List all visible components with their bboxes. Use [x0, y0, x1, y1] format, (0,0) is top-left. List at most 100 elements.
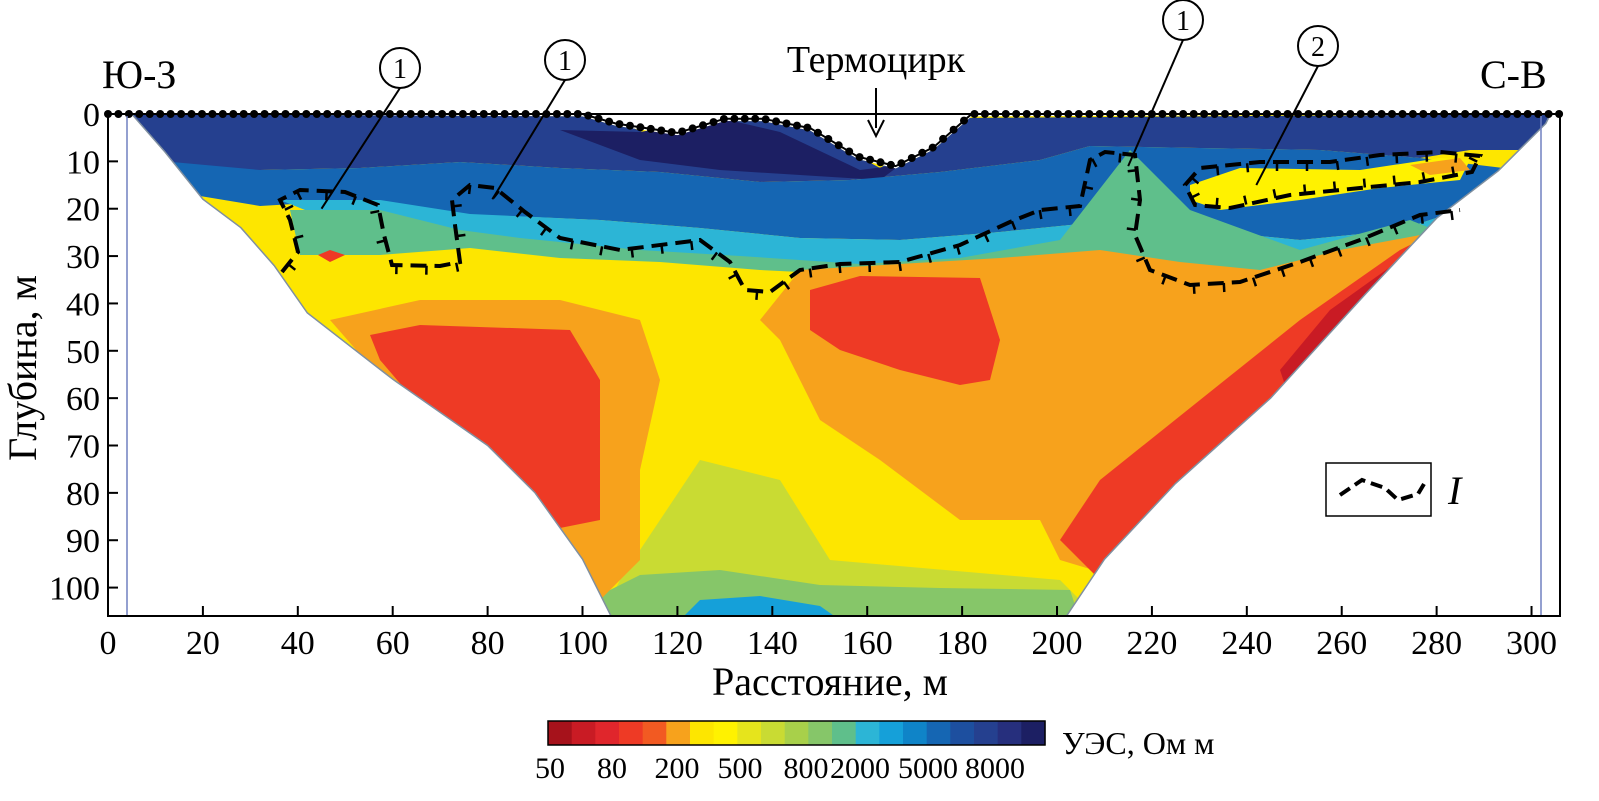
zone-red-center [810, 276, 1000, 385]
boundary-tick [1245, 163, 1250, 173]
boundary-tick [782, 281, 791, 290]
electrode-marker [761, 115, 770, 124]
boundary-tick [1365, 156, 1370, 166]
boundary-tick [1420, 214, 1424, 224]
boundary-tick [1280, 267, 1286, 278]
zone-red-spot [318, 250, 345, 262]
colorbar-frame [547, 720, 1046, 746]
colorbar-tick-label: 8000 [965, 752, 1025, 785]
electrode-marker [646, 124, 655, 133]
boundary-tick [599, 246, 604, 256]
boundary-tick [1272, 189, 1277, 199]
electrode-marker [688, 124, 697, 133]
x-tick-label: 100 [557, 625, 608, 662]
y-tick-label: 20 [66, 192, 100, 229]
x-tick-label: 120 [652, 625, 703, 662]
colorbar-swatch [855, 721, 880, 745]
electrode-marker [886, 160, 895, 169]
y-tick-label: 100 [49, 571, 100, 608]
boundary-tick [1454, 153, 1458, 163]
x-tick-label: 40 [281, 625, 315, 662]
zone-bottom-blue [680, 596, 840, 616]
electrode-marker [855, 153, 864, 162]
colorbar-swatch [784, 721, 809, 745]
y-tick-label: 70 [66, 429, 100, 466]
callout-label: 2 [1311, 32, 1325, 63]
electrode-marker [834, 141, 843, 150]
x-tick-label: 280 [1411, 625, 1462, 662]
electrode-marker [803, 123, 812, 132]
callout-leader [1127, 39, 1184, 167]
boundary-tick [1468, 156, 1478, 163]
boundary-tick [452, 204, 462, 208]
electrode-marker [605, 117, 614, 126]
colorbar-swatch [808, 721, 833, 745]
zone-very-high-resistivity [560, 118, 900, 180]
colorbar-swatch [666, 721, 691, 745]
boundary-tick [539, 227, 548, 236]
colorbar-label: УЭС, Ом м [1062, 725, 1214, 761]
callout-circle [379, 47, 421, 89]
y-tick-label: 80 [66, 476, 100, 513]
electrode-marker [584, 111, 593, 120]
boundary-tick [1215, 166, 1220, 176]
direction-left-label: Ю-З [102, 52, 176, 97]
colorbar-swatch [974, 721, 999, 745]
feature-label: Термоцирк [787, 39, 966, 81]
boundary-line-2 [1182, 149, 1484, 211]
colorbar-swatch [713, 721, 738, 745]
legend-box [1325, 462, 1432, 517]
callout-leader [491, 79, 566, 200]
electrode-marker [730, 114, 739, 123]
boundary-tick [376, 239, 386, 244]
callout-label: 1 [1176, 6, 1190, 37]
electrode-marker [918, 148, 927, 157]
x-axis-label: Расстояние, м [712, 659, 948, 704]
x-tick-label: 140 [747, 625, 798, 662]
electrode-marker [657, 126, 666, 135]
callout-circle [1297, 25, 1339, 67]
direction-right-label: С-В [1480, 52, 1547, 97]
boundary-tick [1118, 153, 1122, 163]
x-axis-ticks: 0 20 40 60 80 100 120 140 160 180 200 220 240 260 280 3… [100, 606, 1557, 662]
boundary-tick [569, 240, 574, 250]
colorbar-swatch [737, 721, 762, 745]
colorbar-swatch [879, 721, 904, 745]
boundary-tick [838, 263, 842, 274]
boundary-tick [1068, 206, 1072, 217]
colorbar-swatch [642, 721, 667, 745]
boundary-tick [1392, 175, 1396, 185]
electrode-marker [949, 125, 958, 134]
electrode-marker [782, 119, 791, 128]
callout-label: 1 [393, 54, 407, 85]
boundary-tick [1332, 181, 1337, 191]
electrode-marker [939, 134, 948, 143]
boundary-tick [1421, 172, 1426, 182]
electrode-marker [907, 154, 916, 162]
boundary-tick [1127, 168, 1137, 173]
zone-red-west [370, 325, 600, 528]
colorbar-swatch [690, 721, 715, 745]
electrode-marker [866, 155, 875, 164]
boundary-tick [294, 234, 304, 240]
electrode-marker [626, 121, 634, 130]
electrode-marker [636, 123, 645, 132]
boundary-tick [1336, 247, 1343, 257]
boundary-tick [630, 248, 635, 258]
y-tick-label: 90 [66, 523, 100, 560]
electrode-marker [897, 159, 906, 168]
x-tick-label: 260 [1316, 625, 1367, 662]
colorbar-swatch [903, 721, 928, 745]
electrode-marker [876, 158, 885, 167]
boundary-tick [755, 290, 759, 301]
boundary-tick [1450, 210, 1454, 221]
colorbar-swatch [619, 721, 644, 745]
x-tick-label: 20 [186, 625, 220, 662]
boundary-tick [1335, 160, 1340, 171]
x-tick-label: 80 [471, 625, 505, 662]
boundary-tick [660, 244, 664, 254]
boundary-line-1 [277, 149, 1461, 295]
colorbar-tick-label: 5000 [898, 752, 958, 785]
x-tick-label: 60 [376, 625, 410, 662]
